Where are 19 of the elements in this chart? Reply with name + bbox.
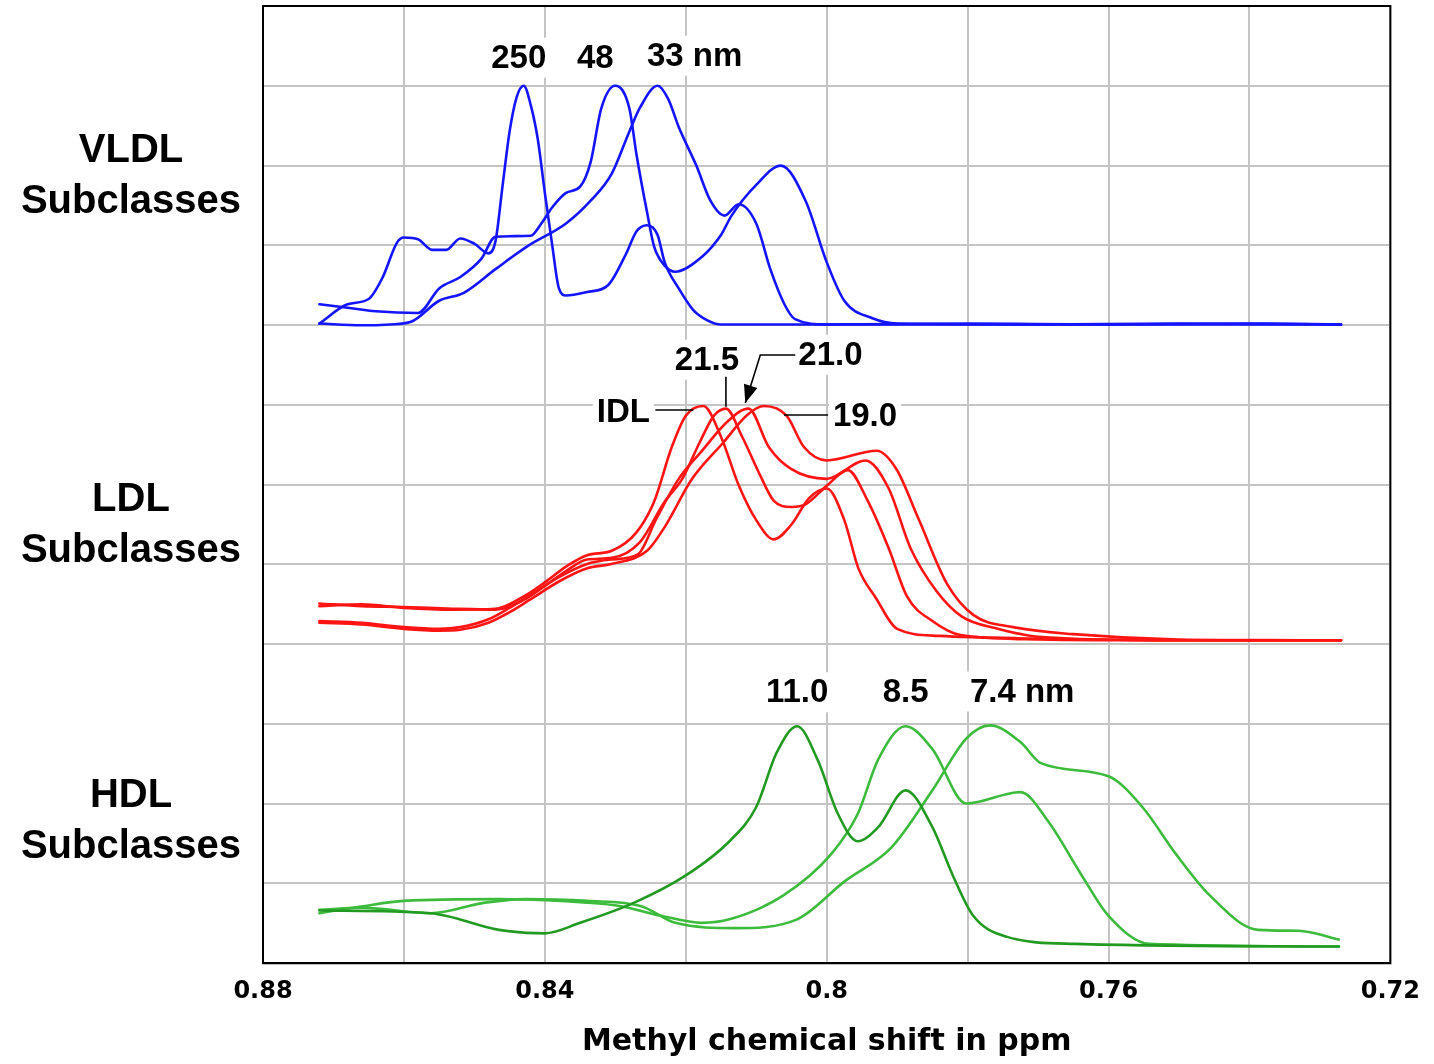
x-tick-label: 0.72 — [1360, 975, 1420, 1004]
x-axis-title: Methyl chemical shift in ppm — [581, 1021, 1072, 1057]
annotation: 7.4 nm — [969, 671, 1075, 709]
x-tick-label: 0.84 — [515, 975, 575, 1004]
annotation: 21.5 — [674, 339, 740, 377]
annotation: 11.0 — [765, 672, 829, 710]
text: LDL Subclasses — [19, 473, 243, 572]
x-tick-label: 0.76 — [1078, 975, 1139, 1004]
annotation: 33 nm — [646, 35, 743, 73]
annotation: IDL — [596, 392, 650, 430]
annotation: 250 — [491, 37, 547, 75]
text: HDL Subclasses — [19, 769, 243, 868]
annotation: 8.5 — [882, 672, 929, 710]
x-tick-label: 0.88 — [233, 975, 293, 1004]
annotation: 48 — [576, 37, 614, 75]
annotation: 19.0 — [832, 396, 898, 434]
text: VLDL Subclasses — [19, 124, 243, 223]
x-tick-label: 0.8 — [805, 975, 848, 1004]
annotation: 21.0 — [798, 334, 863, 372]
